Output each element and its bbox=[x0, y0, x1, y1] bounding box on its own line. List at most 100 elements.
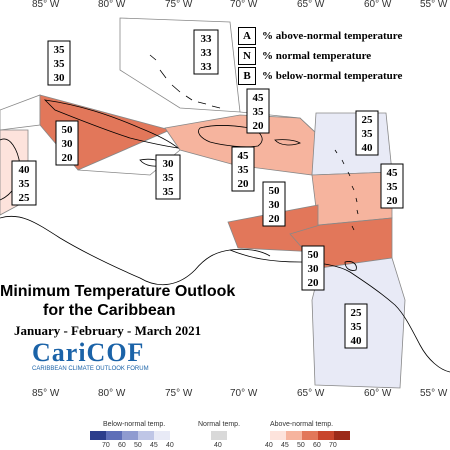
colorbar-tick: 60 bbox=[118, 442, 126, 449]
logo-name: CariCOF bbox=[32, 338, 145, 367]
zone-northern-leewards bbox=[311, 112, 393, 176]
legend-key: N bbox=[238, 47, 256, 65]
prob-above: 45 bbox=[238, 150, 250, 162]
lon-label: 55° W bbox=[420, 388, 448, 399]
colorbar bbox=[90, 431, 350, 440]
colorbar-tick: 50 bbox=[134, 442, 142, 449]
legend-text: % normal temperature bbox=[262, 50, 372, 62]
zone-bahamas bbox=[119, 17, 241, 113]
colorbar-below-title: Below-normal temp. bbox=[103, 421, 166, 428]
colorbar-tick: 70 bbox=[102, 442, 110, 449]
legend: A % above-normal temperature N % normal … bbox=[238, 26, 418, 86]
colorbar-tick: 45 bbox=[281, 442, 289, 449]
colorbar-tick: 50 bbox=[297, 442, 305, 449]
prob-below: 20 bbox=[387, 195, 399, 207]
coastline-cuba bbox=[43, 99, 180, 149]
legend-key: B bbox=[238, 67, 256, 85]
prob-below: 35 bbox=[163, 186, 175, 198]
colorbar-swatch bbox=[270, 431, 286, 440]
colorbar-tick: 40 bbox=[265, 442, 273, 449]
prob-normal: 35 bbox=[163, 172, 175, 184]
prob-normal: 30 bbox=[269, 199, 281, 211]
prob-below: 25 bbox=[19, 192, 31, 204]
coastline-bahamas bbox=[149, 54, 221, 109]
coastline-trinidad bbox=[344, 261, 357, 271]
colorbar-swatch bbox=[286, 431, 302, 440]
prob-normal: 35 bbox=[387, 181, 399, 193]
legend-row-below: B % below-normal temperature bbox=[238, 66, 418, 86]
zone-northwest-caribbean bbox=[0, 94, 41, 131]
prob-box-bahamas: 33 33 33 bbox=[193, 29, 219, 75]
prob-box-central-america: 40 35 25 bbox=[11, 160, 37, 206]
legend-text: % above-normal temperature bbox=[262, 30, 403, 42]
coastline-lesser-antilles bbox=[334, 149, 359, 231]
colorbar-tick: 40 bbox=[214, 442, 222, 449]
colorbar-tick: 70 bbox=[329, 442, 337, 449]
lon-label: 55° W bbox=[420, 0, 448, 10]
colorbar-above bbox=[270, 431, 350, 440]
prob-box-windward-islands: 45 35 20 bbox=[380, 163, 404, 209]
colorbar-below bbox=[90, 431, 170, 440]
prob-above: 25 bbox=[351, 307, 363, 319]
colorbar-swatch bbox=[334, 431, 350, 440]
prob-normal: 35 bbox=[362, 128, 374, 140]
forecast-period: January - February - March 2021 bbox=[14, 323, 202, 338]
prob-above: 50 bbox=[308, 249, 320, 261]
lon-label: 70° W bbox=[230, 388, 258, 399]
lon-label: 85° W bbox=[32, 0, 60, 10]
map-title-line2: for the Caribbean bbox=[43, 302, 176, 319]
prob-below: 20 bbox=[308, 277, 320, 289]
prob-below: 20 bbox=[253, 120, 265, 132]
prob-above: 33 bbox=[201, 33, 213, 45]
lon-label: 65° W bbox=[297, 0, 325, 10]
lon-label: 60° W bbox=[364, 388, 392, 399]
prob-below: 33 bbox=[201, 61, 213, 73]
legend-key: A bbox=[238, 27, 256, 45]
prob-above: 45 bbox=[253, 92, 265, 104]
prob-normal: 35 bbox=[238, 164, 250, 176]
prob-box-caribbean-sea: 50 30 20 bbox=[262, 181, 286, 227]
legend-row-above: A % above-normal temperature bbox=[238, 26, 418, 46]
prob-below: 20 bbox=[269, 213, 281, 225]
zone-windward-islands bbox=[311, 171, 393, 226]
prob-normal: 30 bbox=[62, 138, 74, 150]
colorbar-swatch bbox=[122, 431, 138, 440]
prob-below: 30 bbox=[54, 72, 66, 84]
logo-tagline: CARIBBEAN CLIMATE OUTLOOK FORUM bbox=[32, 366, 149, 372]
prob-normal: 35 bbox=[253, 106, 265, 118]
prob-normal: 35 bbox=[19, 178, 31, 190]
prob-above: 40 bbox=[19, 164, 31, 176]
prob-below: 20 bbox=[238, 178, 250, 190]
lon-label: 80° W bbox=[98, 0, 126, 10]
prob-above: 50 bbox=[269, 185, 281, 197]
colorbar-swatch bbox=[318, 431, 334, 440]
colorbar-swatch bbox=[106, 431, 122, 440]
prob-box-jamaica: 30 35 35 bbox=[155, 154, 181, 200]
colorbar-normal-swatch bbox=[211, 431, 227, 440]
prob-above: 35 bbox=[54, 44, 66, 56]
caricof-logo: CariCOF CARIBBEAN CLIMATE OUTLOOK FORUM bbox=[32, 340, 149, 372]
prob-box-cuba: 50 30 20 bbox=[55, 120, 79, 166]
lon-label: 80° W bbox=[98, 388, 126, 399]
prob-below: 40 bbox=[362, 142, 374, 154]
prob-below: 20 bbox=[62, 152, 74, 164]
lon-label: 85° W bbox=[32, 388, 60, 399]
colorbar-above-title: Above-normal temp. bbox=[270, 421, 334, 428]
lon-label: 65° W bbox=[297, 388, 325, 399]
prob-above: 25 bbox=[362, 114, 374, 126]
prob-normal: 33 bbox=[201, 47, 213, 59]
prob-above: 30 bbox=[163, 158, 175, 170]
probability-boxes: 35 35 30 33 33 33 40 35 25 50 30 20 30 3… bbox=[11, 29, 404, 349]
colorbar-swatch bbox=[90, 431, 106, 440]
prob-box-abc-islands: 50 30 20 bbox=[301, 245, 325, 291]
colorbar-swatch bbox=[154, 431, 170, 440]
colorbar-swatch bbox=[138, 431, 154, 440]
colorbar-tick: 45 bbox=[150, 442, 158, 449]
lon-label: 70° W bbox=[230, 0, 258, 10]
coastline-puerto-rico bbox=[274, 139, 301, 146]
prob-box-northern-leewards: 25 35 40 bbox=[355, 110, 379, 156]
prob-box-northwest-caribbean: 35 35 30 bbox=[47, 40, 71, 86]
map-title: Minimum Temperature Outlook bbox=[0, 283, 236, 300]
prob-normal: 35 bbox=[351, 321, 363, 333]
